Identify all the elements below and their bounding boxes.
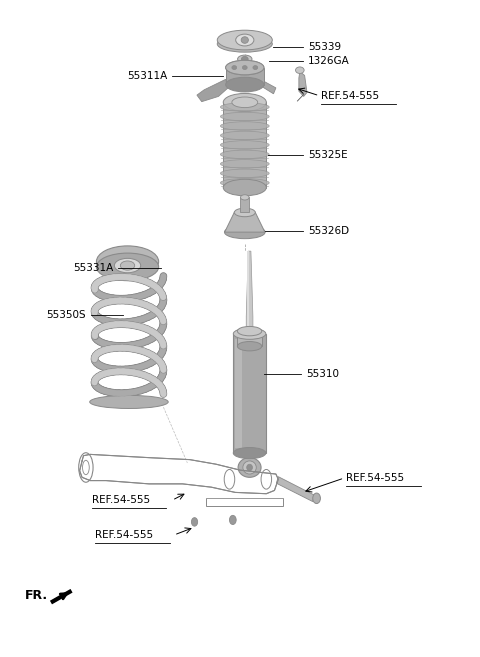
- Bar: [235, 339, 242, 448]
- Text: 55310: 55310: [306, 369, 339, 379]
- Ellipse shape: [223, 179, 266, 196]
- Polygon shape: [276, 477, 314, 501]
- Ellipse shape: [243, 461, 256, 474]
- Text: REF.54-555: REF.54-555: [92, 495, 150, 505]
- Ellipse shape: [220, 141, 269, 149]
- Ellipse shape: [226, 60, 264, 75]
- Ellipse shape: [226, 60, 264, 75]
- Ellipse shape: [120, 261, 135, 270]
- Text: FR.: FR.: [24, 589, 48, 602]
- Text: REF.54-555: REF.54-555: [346, 473, 404, 483]
- Ellipse shape: [313, 493, 321, 503]
- Ellipse shape: [220, 169, 269, 177]
- Ellipse shape: [241, 57, 248, 62]
- Text: 55331A: 55331A: [73, 263, 113, 273]
- Bar: [240, 197, 249, 212]
- Ellipse shape: [220, 122, 269, 130]
- Text: 55350S: 55350S: [46, 310, 86, 321]
- Ellipse shape: [247, 464, 252, 471]
- Ellipse shape: [220, 102, 269, 111]
- Ellipse shape: [238, 59, 252, 66]
- Ellipse shape: [223, 93, 266, 111]
- Ellipse shape: [238, 55, 252, 63]
- Ellipse shape: [234, 208, 255, 217]
- Ellipse shape: [232, 97, 258, 108]
- Ellipse shape: [220, 160, 269, 168]
- Ellipse shape: [233, 447, 266, 459]
- Polygon shape: [225, 212, 265, 232]
- Ellipse shape: [232, 66, 237, 70]
- Ellipse shape: [240, 194, 249, 200]
- Ellipse shape: [90, 396, 168, 409]
- Polygon shape: [197, 79, 228, 102]
- Ellipse shape: [242, 66, 247, 70]
- Ellipse shape: [220, 131, 269, 140]
- Ellipse shape: [238, 342, 262, 351]
- Ellipse shape: [217, 30, 272, 50]
- Text: 1326GA: 1326GA: [308, 56, 350, 66]
- Ellipse shape: [236, 34, 254, 46]
- Ellipse shape: [226, 78, 264, 92]
- Text: 55326D: 55326D: [308, 227, 349, 237]
- Bar: [233, 334, 266, 453]
- Text: 55325E: 55325E: [308, 150, 348, 160]
- Ellipse shape: [220, 112, 269, 121]
- Polygon shape: [246, 251, 253, 336]
- Bar: [223, 102, 266, 187]
- Ellipse shape: [114, 258, 141, 273]
- Ellipse shape: [220, 179, 269, 187]
- Ellipse shape: [217, 35, 272, 52]
- Ellipse shape: [233, 328, 266, 339]
- Text: REF.54-555: REF.54-555: [322, 91, 380, 101]
- Ellipse shape: [229, 515, 236, 524]
- Ellipse shape: [96, 246, 158, 277]
- Bar: [238, 331, 262, 346]
- Text: REF.54-555: REF.54-555: [96, 530, 154, 540]
- Polygon shape: [263, 81, 276, 94]
- Ellipse shape: [296, 67, 304, 74]
- Ellipse shape: [220, 150, 269, 158]
- Polygon shape: [299, 72, 307, 97]
- Ellipse shape: [192, 518, 198, 526]
- Bar: [247, 251, 249, 333]
- Ellipse shape: [238, 458, 261, 478]
- Bar: [206, 497, 283, 505]
- Text: 55311A: 55311A: [127, 71, 167, 81]
- Ellipse shape: [253, 66, 258, 70]
- Text: 55339: 55339: [308, 41, 341, 52]
- Ellipse shape: [96, 253, 158, 281]
- Bar: [226, 68, 264, 85]
- Ellipse shape: [238, 327, 262, 336]
- Ellipse shape: [225, 225, 265, 238]
- Ellipse shape: [241, 37, 248, 43]
